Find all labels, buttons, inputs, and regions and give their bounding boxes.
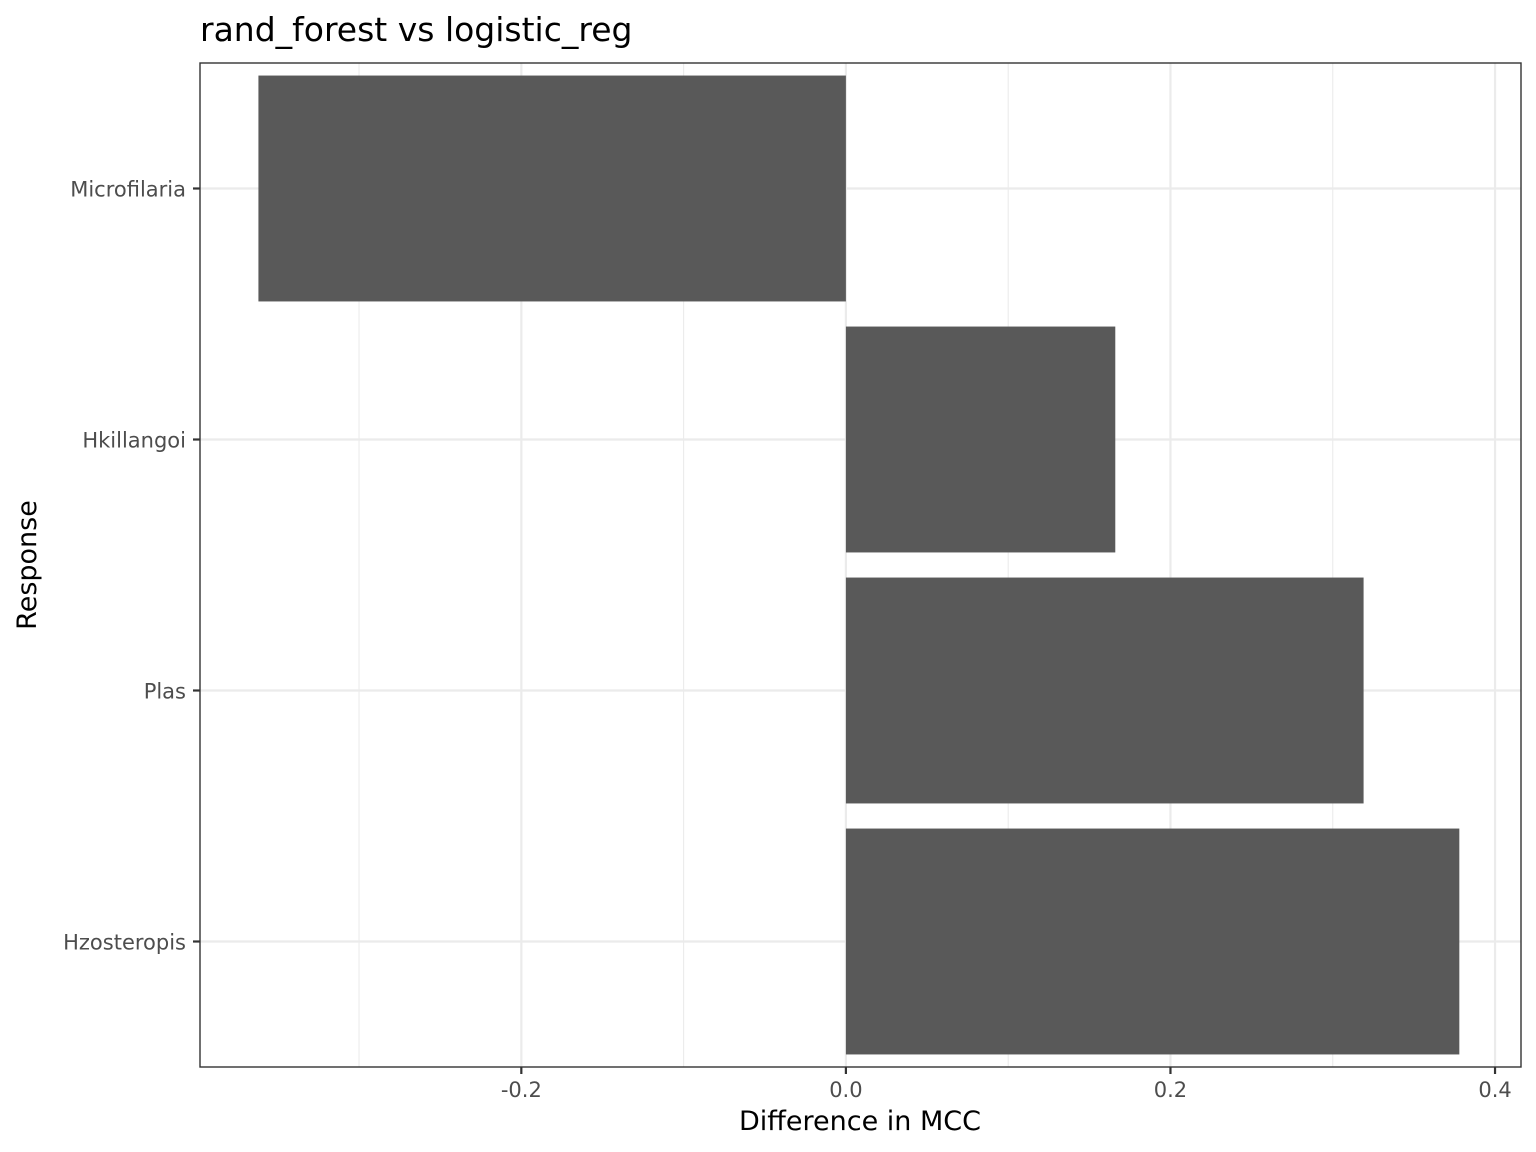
y-tick-label: Hzosteropis [63,931,186,955]
axis-layer: -0.2 0.0 0.2 0.4 Microfilaria Hkillangoi Plas H… [63,178,1512,1103]
y-tick-label: Microfilaria [70,178,186,202]
x-tick-label: 0.2 [1154,1078,1187,1102]
panel-border [199,62,1522,1068]
x-tick-label: 0.0 [829,1078,862,1102]
bar-hkillangoi [845,326,1116,553]
y-tick-label: Plas [144,680,186,704]
bar-microfilaria [258,75,846,302]
bar-layer [258,75,1460,1055]
bar-hzosteropis [845,828,1460,1055]
y-axis-title: Response [12,500,43,630]
chart-title: rand_forest vs logistic_reg [200,10,632,49]
x-tick-label: 0.4 [1478,1078,1511,1102]
y-tick-label: Hkillangoi [82,429,186,453]
bar-plas [845,577,1364,804]
x-tick-label: -0.2 [501,1078,542,1102]
x-axis-title: Difference in MCC [739,1106,981,1137]
